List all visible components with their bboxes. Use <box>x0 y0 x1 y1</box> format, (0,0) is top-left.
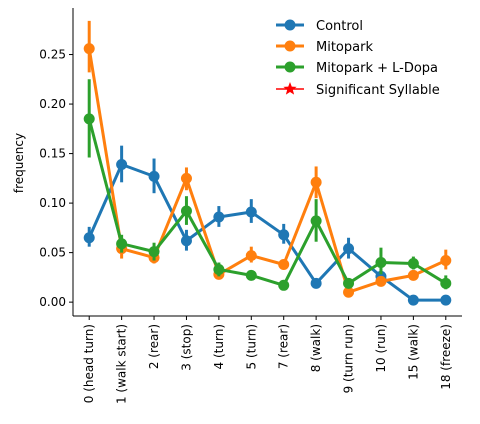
x-tick-label: 15 (walk) <box>406 324 420 380</box>
data-point <box>245 206 257 218</box>
data-point <box>440 294 452 306</box>
axes: 0.00 0.05 0.10 0.15 0.20 0.25 0 (head turn) 1 (… <box>39 8 462 404</box>
data-point <box>343 286 355 298</box>
data-point <box>83 43 95 55</box>
data-point <box>343 243 355 255</box>
y-axis-label: frequency <box>12 133 26 193</box>
data-point <box>310 215 322 227</box>
data-point <box>310 176 322 188</box>
data-point <box>180 172 192 184</box>
legend-marker <box>284 40 296 52</box>
data-point <box>375 257 387 269</box>
data-point <box>180 235 192 247</box>
x-tick-label: 0 (head turn) <box>82 324 96 403</box>
y-tick-label: 0.20 <box>39 97 66 111</box>
x-tick-label: 9 (turn run) <box>342 324 356 393</box>
data-point <box>278 259 290 271</box>
star-icon <box>283 82 297 95</box>
legend: Control Mitopark Mitopark + L-Dopa Signific… <box>276 19 440 98</box>
y-tick-label: 0.00 <box>39 295 66 309</box>
data-point <box>440 277 452 289</box>
x-tick-label: 2 (rear) <box>147 324 161 369</box>
x-tick-label: 7 (rear) <box>277 324 291 369</box>
data-point <box>83 232 95 244</box>
data-point <box>407 294 419 306</box>
legend-label: Significant Syllable <box>316 83 440 98</box>
data-point <box>278 279 290 291</box>
data-point <box>375 275 387 287</box>
legend-marker <box>284 19 296 31</box>
data-point <box>213 211 225 223</box>
data-point <box>310 277 322 289</box>
y-tick-label: 0.25 <box>39 48 66 62</box>
x-tick-label: 3 (stop) <box>179 324 193 371</box>
data-point <box>343 277 355 289</box>
data-point <box>148 246 160 258</box>
data-point <box>407 258 419 270</box>
x-tick-label: 5 (turn) <box>244 324 258 369</box>
x-tick-label: 10 (run) <box>374 324 388 373</box>
legend-label: Control <box>316 19 363 34</box>
legend-label: Mitopark <box>316 40 373 55</box>
data-point <box>213 263 225 275</box>
legend-item: Control <box>276 19 363 34</box>
data-point <box>116 158 128 170</box>
y-tick-label: 0.15 <box>39 147 66 161</box>
data-point <box>278 229 290 241</box>
x-tick-label: 8 (walk) <box>309 324 323 372</box>
x-tick-label: 1 (walk start) <box>115 324 129 404</box>
data-point <box>180 205 192 217</box>
data-point <box>440 255 452 267</box>
data-point <box>245 250 257 262</box>
legend-item: Mitopark + L-Dopa <box>276 61 438 76</box>
data-point <box>245 269 257 281</box>
legend-item: Significant Syllable <box>276 82 440 98</box>
data-point <box>407 269 419 281</box>
y-tick-label: 0.05 <box>39 246 66 260</box>
data-point <box>83 113 95 125</box>
legend-label: Mitopark + L-Dopa <box>316 61 438 76</box>
x-tick-label: 4 (turn) <box>212 324 226 369</box>
x-tick-label: 18 (freeze) <box>439 324 453 390</box>
series-layer <box>83 20 452 306</box>
data-point <box>116 238 128 250</box>
series-3 <box>83 79 452 291</box>
y-tick-label: 0.10 <box>39 196 66 210</box>
legend-item: Mitopark <box>276 40 373 55</box>
legend-marker <box>284 61 296 73</box>
data-point <box>148 170 160 182</box>
